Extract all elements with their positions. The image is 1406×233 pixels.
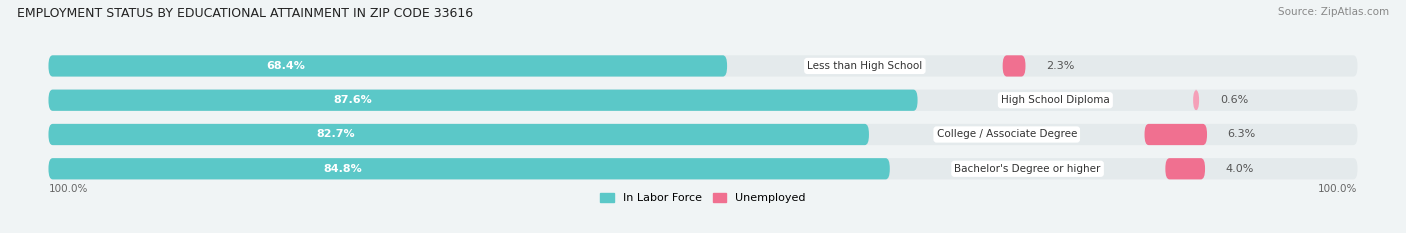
Text: 6.3%: 6.3% xyxy=(1227,130,1256,140)
Text: Less than High School: Less than High School xyxy=(807,61,922,71)
Text: College / Associate Degree: College / Associate Degree xyxy=(936,130,1077,140)
FancyBboxPatch shape xyxy=(48,158,890,179)
Legend: In Labor Force, Unemployed: In Labor Force, Unemployed xyxy=(600,193,806,203)
Text: 68.4%: 68.4% xyxy=(267,61,305,71)
FancyBboxPatch shape xyxy=(48,55,1358,77)
Text: 2.3%: 2.3% xyxy=(1046,61,1074,71)
FancyBboxPatch shape xyxy=(48,124,869,145)
Text: 82.7%: 82.7% xyxy=(316,130,354,140)
Text: 84.8%: 84.8% xyxy=(323,164,363,174)
Text: Source: ZipAtlas.com: Source: ZipAtlas.com xyxy=(1278,7,1389,17)
Text: 100.0%: 100.0% xyxy=(48,184,89,194)
Text: Bachelor's Degree or higher: Bachelor's Degree or higher xyxy=(955,164,1101,174)
FancyBboxPatch shape xyxy=(48,90,1358,111)
FancyBboxPatch shape xyxy=(1144,124,1206,145)
Text: High School Diploma: High School Diploma xyxy=(1001,95,1109,105)
FancyBboxPatch shape xyxy=(48,124,1358,145)
Text: EMPLOYMENT STATUS BY EDUCATIONAL ATTAINMENT IN ZIP CODE 33616: EMPLOYMENT STATUS BY EDUCATIONAL ATTAINM… xyxy=(17,7,472,20)
FancyBboxPatch shape xyxy=(1194,90,1199,111)
FancyBboxPatch shape xyxy=(48,90,918,111)
FancyBboxPatch shape xyxy=(1002,55,1025,77)
FancyBboxPatch shape xyxy=(1166,158,1205,179)
Text: 87.6%: 87.6% xyxy=(333,95,373,105)
Text: 4.0%: 4.0% xyxy=(1226,164,1254,174)
FancyBboxPatch shape xyxy=(48,158,1358,179)
Text: 0.6%: 0.6% xyxy=(1220,95,1249,105)
Text: 100.0%: 100.0% xyxy=(1317,184,1358,194)
FancyBboxPatch shape xyxy=(48,55,727,77)
